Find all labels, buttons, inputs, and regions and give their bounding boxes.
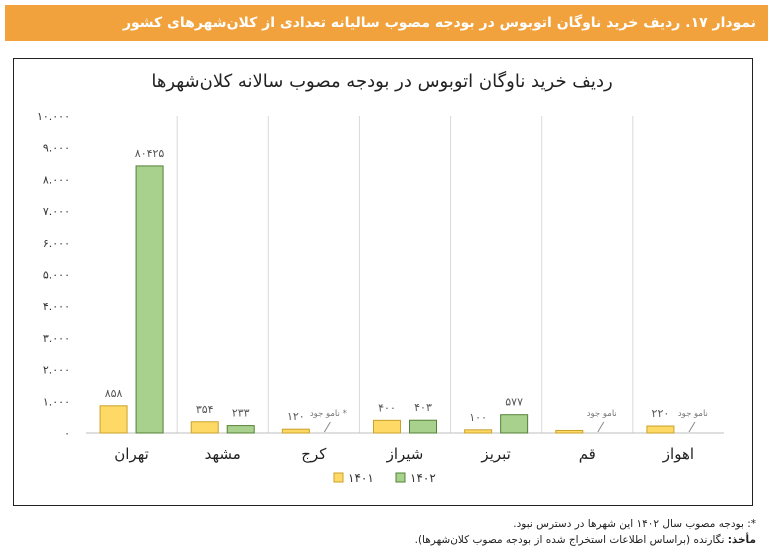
legend-swatch-1402 (395, 472, 406, 483)
footnotes: *: بودجه مصوب سال ۱۴۰۲ این شهرها در دستر… (16, 516, 756, 548)
x-tick-label: تهران (114, 445, 149, 463)
data-label-1402: ۲۳۳ (232, 407, 250, 420)
y-tick-label: ۰ (64, 427, 70, 440)
bar-1402 (226, 425, 255, 434)
x-tick-label: قم (579, 445, 596, 463)
missing-data-mark (597, 421, 605, 433)
x-tick-label: تبریز (480, 445, 510, 463)
y-tick-label: ۲.۰۰۰ (43, 364, 70, 377)
y-tick-label: ۹.۰۰۰ (43, 142, 70, 155)
x-tick-label: مشهد (205, 445, 241, 463)
x-tick-label: کرج (301, 445, 327, 464)
chart-frame: ردیف خرید ناوگان اتوبوس در بودجه مصوب سا… (13, 58, 753, 506)
y-tick-label: ۴.۰۰۰ (43, 300, 70, 313)
data-label-1402: ۸۰۴۲۵ (135, 147, 165, 160)
data-label-1401: ۱۰۰ (469, 411, 487, 424)
y-tick-label: ۸.۰۰۰ (43, 173, 70, 186)
missing-data-mark (323, 421, 331, 433)
bar-1401 (99, 405, 128, 434)
y-tick-label: ۳.۰۰۰ (43, 332, 70, 345)
data-label-1401: ۳۵۴ (196, 403, 214, 416)
bar-1401 (281, 428, 310, 434)
source-footnote: مأخذ: نگارنده (براساس اطلاعات استخراج شد… (16, 532, 756, 548)
x-tick-label: اهواز (662, 445, 694, 463)
data-label-1401: ۲۲۰ (652, 407, 670, 420)
bar-chart: ردیف خرید ناوگان اتوبوس در بودجه مصوب سا… (37, 70, 724, 485)
y-tick-label: ۵.۰۰۰ (43, 269, 70, 282)
bar-1402 (409, 419, 437, 434)
legend-swatch-1401 (333, 472, 344, 483)
bar-1402 (135, 165, 164, 434)
bar-1402 (500, 414, 529, 434)
source-text: نگارنده (براساس اطلاعات استخراج شده از ب… (414, 534, 728, 546)
x-tick-label: شیراز (386, 445, 424, 463)
star-footnote: *: بودجه مصوب سال ۱۴۰۲ این شهرها در دستر… (513, 518, 756, 530)
legend-label-1402: ۱۴۰۲ (410, 471, 436, 485)
chart-title: ردیف خرید ناوگان اتوبوس در بودجه مصوب سا… (151, 70, 612, 92)
bar-1401 (190, 421, 219, 434)
data-label-1402: نامو جود (587, 409, 617, 419)
y-tick-label: ۱.۰۰۰ (43, 395, 70, 408)
source-label: مأخذ: (727, 534, 756, 546)
figure-caption-bar: نمودار ۱۷. ردیف خرید ناوگان اتوبوس در بو… (5, 5, 768, 41)
data-label-1402: * نامو جود (310, 409, 347, 419)
y-tick-label: ۶.۰۰۰ (43, 237, 70, 250)
y-tick-label: ۷.۰۰۰ (43, 205, 70, 218)
legend-label-1401: ۱۴۰۱ (348, 471, 374, 485)
figure-caption: نمودار ۱۷. ردیف خرید ناوگان اتوبوس در بو… (122, 15, 756, 31)
bar-1401 (373, 419, 401, 434)
data-label-1402: نامو جود (678, 409, 708, 419)
data-label-1401: ۴۰۰ (378, 401, 396, 414)
data-label-1402: ۴۰۳ (414, 401, 432, 414)
y-tick-label: ۱۰.۰۰۰ (37, 110, 70, 123)
bar-1401 (464, 429, 493, 434)
bar-1401 (555, 429, 584, 434)
data-label-1401: ۱۲۰ (287, 410, 305, 423)
bar-1401 (646, 425, 675, 434)
missing-data-mark (688, 421, 696, 433)
data-label-1401: ۸۵۸ (105, 387, 123, 400)
data-label-1402: ۵۷۷ (505, 396, 523, 409)
